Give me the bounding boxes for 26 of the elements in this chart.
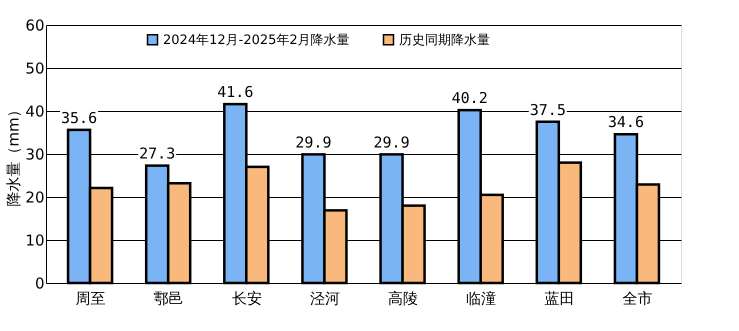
data-label: 35.6 bbox=[61, 108, 98, 127]
data-label: 37.5 bbox=[530, 100, 566, 119]
x-tick-label: 长安 bbox=[232, 290, 262, 308]
y-axis-title: 降水量（mm） bbox=[4, 102, 22, 207]
data-label: 41.6 bbox=[217, 83, 254, 102]
x-tick-label: 周至 bbox=[76, 290, 106, 308]
x-tick-label: 蓝田 bbox=[544, 290, 574, 308]
x-tick-label: 临潼 bbox=[466, 290, 496, 308]
x-tick-label: 全市 bbox=[622, 290, 652, 308]
legend-label: 历史同期降水量 bbox=[399, 32, 490, 48]
data-label: 34.6 bbox=[608, 113, 644, 132]
data-label: 27.3 bbox=[139, 144, 176, 163]
y-tick-label: 20 bbox=[25, 188, 44, 206]
y-tick-label: 60 bbox=[25, 16, 44, 34]
data-label: 29.9 bbox=[374, 133, 410, 152]
legend-label: 2024年12月-2025年2月降水量 bbox=[163, 32, 350, 48]
y-tick-label: 10 bbox=[25, 232, 44, 250]
data-label: 29.9 bbox=[295, 133, 332, 152]
x-tick-label: 泾河 bbox=[310, 290, 340, 308]
y-tick-label: 0 bbox=[34, 274, 44, 292]
y-tick-label: 30 bbox=[25, 146, 44, 164]
y-tick-label: 50 bbox=[25, 60, 44, 78]
x-tick-label: 高陵 bbox=[388, 290, 418, 308]
x-tick-label: 鄠邑 bbox=[154, 290, 184, 308]
y-tick-label: 40 bbox=[25, 102, 44, 120]
data-label: 40.2 bbox=[452, 89, 488, 108]
